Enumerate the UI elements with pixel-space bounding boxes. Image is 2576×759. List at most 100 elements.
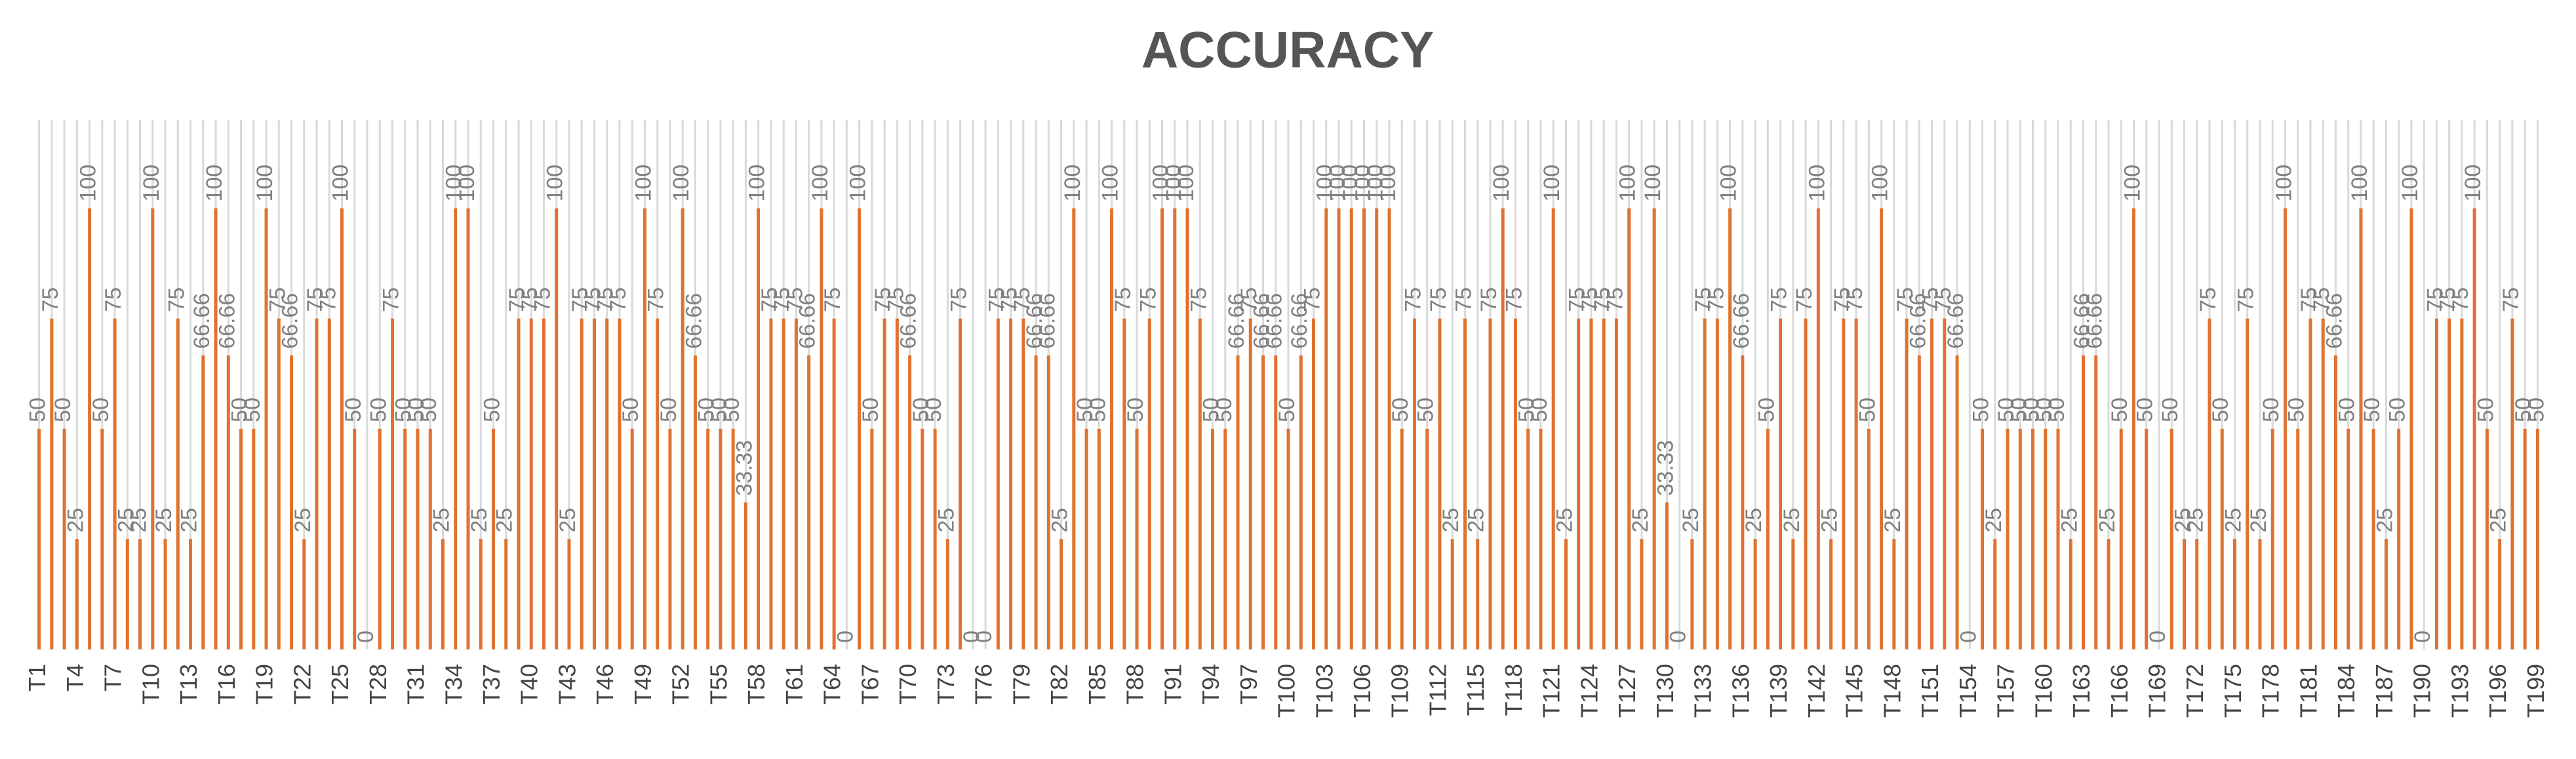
x-tick-label: T181	[2295, 664, 2322, 718]
value-label: 25	[1741, 508, 1766, 533]
value-label: 25	[429, 508, 454, 533]
bar	[2006, 428, 2010, 649]
value-label: 75	[1792, 287, 1817, 312]
value-label: 50	[1855, 398, 1880, 422]
bar	[2510, 318, 2514, 649]
bar	[1804, 318, 1808, 649]
value-label: 66.66	[1224, 293, 1249, 349]
x-tick-label: T169	[2144, 664, 2171, 718]
value-label: 100	[1174, 165, 1199, 202]
value-label: 50	[2019, 398, 2044, 422]
bar	[378, 428, 382, 649]
value-label: 25	[113, 508, 138, 533]
x-tick-label: T40	[516, 664, 543, 705]
value-label: 50	[2044, 398, 2069, 422]
value-label: 75	[1691, 287, 1716, 312]
bar	[2308, 318, 2312, 649]
bar	[2397, 428, 2401, 649]
x-tick-label: T67	[856, 664, 883, 705]
x-tick-label: T142	[1803, 664, 1830, 718]
value-label: 100	[139, 165, 164, 202]
value-label: 75	[1451, 287, 1476, 312]
bar	[1286, 428, 1290, 649]
x-tick-label: T91	[1159, 664, 1186, 705]
value-label: 75	[2196, 287, 2221, 312]
x-tick-label: T55	[705, 664, 732, 705]
x-tick-label: T136	[1727, 664, 1754, 718]
value-label: 75	[593, 287, 618, 312]
value-label: 66.66	[1262, 293, 1287, 349]
bar	[2347, 428, 2350, 649]
bar	[618, 318, 622, 649]
bar	[391, 318, 395, 649]
value-label: 75	[315, 287, 340, 312]
bar	[1046, 355, 1050, 649]
bar	[1867, 428, 1871, 649]
bar	[1463, 318, 1467, 649]
bar	[1892, 539, 1896, 649]
value-label: 66.66	[1905, 293, 1930, 349]
bar	[2523, 428, 2527, 649]
value-label: 25	[1552, 508, 1577, 533]
value-label: 25	[1981, 508, 2006, 533]
value-label: 50	[694, 398, 719, 422]
bar	[2270, 428, 2274, 649]
x-tick-label: T52	[667, 664, 694, 705]
value-label: 75	[770, 287, 795, 312]
bar	[1640, 539, 1644, 649]
value-label: 75	[517, 287, 542, 312]
x-tick-label: T160	[2030, 664, 2057, 718]
value-label: 75	[947, 287, 972, 312]
x-tick-label: T178	[2257, 664, 2284, 718]
bar	[807, 355, 811, 649]
value-label: 75	[2234, 287, 2259, 312]
bar	[113, 318, 117, 649]
value-label: 50	[2158, 398, 2183, 422]
bar	[1274, 355, 1278, 649]
x-tick-label: T25	[327, 664, 353, 705]
bar	[125, 539, 129, 649]
x-tick-label: T163	[2068, 664, 2095, 718]
value-label: 75	[1703, 287, 1728, 312]
value-label: 25	[2183, 508, 2208, 533]
value-label: 66.66	[1943, 293, 1968, 349]
bar	[2018, 428, 2022, 649]
x-tick-label: T61	[781, 664, 808, 705]
value-label: 100	[1149, 165, 1174, 202]
value-label: 50	[240, 398, 265, 422]
x-tick-label: T130	[1652, 664, 1678, 718]
chart-title: ACCURACY	[1141, 21, 1434, 79]
value-label: 75	[1186, 287, 1211, 312]
value-label: 25	[1464, 508, 1489, 533]
x-tick-label: T112	[1424, 664, 1451, 716]
value-label: 50	[1388, 398, 1413, 422]
value-label: 66.66	[1035, 293, 1060, 349]
bar	[2321, 318, 2325, 649]
value-label: 50	[2259, 398, 2284, 422]
bar	[416, 428, 420, 649]
bar	[1362, 208, 1366, 649]
value-label: 75	[997, 287, 1022, 312]
value-label: 75	[1893, 287, 1918, 312]
bar	[2195, 539, 2199, 649]
value-label: 50	[479, 398, 504, 422]
bar	[1021, 318, 1025, 649]
value-label: 75	[101, 287, 126, 312]
bar	[1741, 355, 1745, 649]
bar	[693, 355, 697, 649]
bar	[1602, 318, 1606, 649]
value-label: 0	[1666, 630, 1691, 643]
value-label: 100	[1489, 165, 1514, 202]
x-tick-label: T37	[478, 664, 505, 705]
value-label: 25	[127, 508, 151, 533]
x-tick-label: T46	[591, 664, 618, 705]
x-tick-label: T4	[62, 664, 89, 691]
x-tick-label: T7	[100, 664, 127, 691]
bar	[353, 428, 357, 649]
x-tick-label: T154	[1954, 664, 1981, 718]
value-label: 66.66	[1729, 293, 1754, 349]
bar	[2371, 428, 2375, 649]
value-label: 25	[151, 508, 176, 533]
bar	[1160, 208, 1164, 649]
value-label: 33.33	[1653, 440, 1678, 496]
